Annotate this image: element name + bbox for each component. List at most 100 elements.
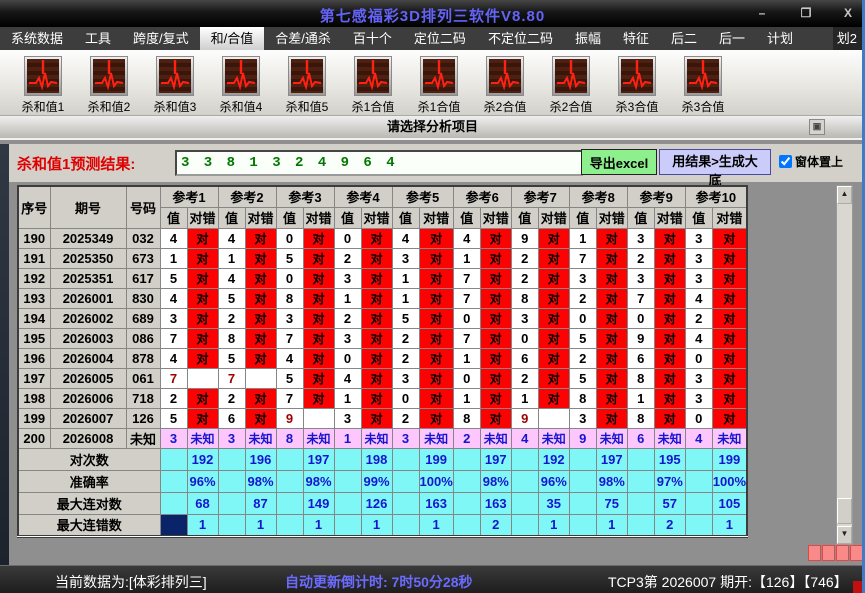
value-cell[interactable]: 0	[684, 407, 713, 429]
value-cell[interactable]: 1	[333, 387, 362, 409]
summary-spacer-cell[interactable]	[510, 447, 539, 471]
summary-spacer-cell[interactable]	[391, 491, 420, 515]
seq-cell[interactable]: 191	[17, 247, 51, 269]
toolbar-button-2[interactable]: 杀和值2	[76, 56, 142, 115]
value-cell[interactable]: 6	[626, 427, 655, 449]
toolbar-button-3[interactable]: 杀和值3	[142, 56, 208, 115]
value-cell[interactable]: 0	[568, 307, 597, 329]
menu-item-6[interactable]: 百十个	[352, 31, 392, 46]
toolbar-button-9[interactable]: 杀2合值	[538, 56, 604, 115]
toolbar-button-6[interactable]: 杀1合值	[340, 56, 406, 115]
summary-spacer-cell[interactable]	[275, 447, 304, 471]
mark-cell[interactable]: 对	[244, 307, 277, 329]
issue-cell[interactable]: 2026008	[49, 427, 127, 449]
value-cell[interactable]: 5	[391, 307, 420, 329]
summary-spacer-cell[interactable]	[333, 469, 362, 493]
value-cell[interactable]: 7	[275, 327, 304, 349]
value-cell[interactable]: 0	[333, 227, 362, 249]
number-cell[interactable]: 718	[125, 387, 161, 409]
mark-cell[interactable]: 对	[418, 247, 454, 269]
value-cell[interactable]: 6	[626, 347, 655, 369]
value-cell[interactable]: 1	[452, 347, 481, 369]
value-cell[interactable]: 4	[684, 427, 713, 449]
mark-cell[interactable]: 未知	[653, 427, 686, 449]
value-cell[interactable]: 2	[391, 407, 420, 429]
value-cell[interactable]: 6	[510, 347, 539, 369]
value-cell[interactable]: 3	[684, 367, 713, 389]
value-cell[interactable]: 3	[568, 267, 597, 289]
seq-cell[interactable]: 198	[17, 387, 51, 409]
toolbar-button-8[interactable]: 杀2合值	[472, 56, 538, 115]
mark-cell[interactable]: 对	[653, 407, 686, 429]
value-cell[interactable]: 7	[275, 387, 304, 409]
mark-cell[interactable]: 对	[711, 267, 748, 289]
mark-cell[interactable]: 对	[595, 247, 628, 269]
value-cell[interactable]: 5	[159, 407, 188, 429]
value-cell[interactable]: 8	[510, 287, 539, 309]
value-cell[interactable]: 3	[333, 407, 362, 429]
mark-cell[interactable]: 对	[595, 267, 628, 289]
summary-value-cell[interactable]: 105	[711, 491, 748, 515]
value-cell[interactable]: 2	[391, 347, 420, 369]
value-cell[interactable]: 5	[568, 367, 597, 389]
summary-spacer-cell[interactable]	[217, 513, 246, 537]
mark-cell[interactable]: 对	[360, 247, 393, 269]
mark-cell[interactable]: 对	[302, 347, 335, 369]
value-cell[interactable]: 0	[275, 267, 304, 289]
mark-cell[interactable]: 对	[653, 367, 686, 389]
mark-cell[interactable]: 对	[244, 227, 277, 249]
mark-cell[interactable]: 对	[186, 227, 219, 249]
value-cell[interactable]: 4	[159, 227, 188, 249]
mark-cell[interactable]: 对	[653, 307, 686, 329]
summary-value-cell[interactable]: 1	[537, 513, 570, 537]
summary-value-cell[interactable]: 1	[360, 513, 393, 537]
value-cell[interactable]: 2	[568, 347, 597, 369]
mark-cell[interactable]: 未知	[360, 427, 393, 449]
summary-value-cell[interactable]: 1	[418, 513, 454, 537]
summary-value-cell[interactable]: 87	[244, 491, 277, 515]
generate-base-button[interactable]: 用结果>生成大底	[659, 149, 771, 188]
value-cell[interactable]: 7	[452, 267, 481, 289]
value-cell[interactable]: 7	[626, 287, 655, 309]
mark-cell[interactable]: 对	[711, 227, 748, 249]
summary-value-cell[interactable]: 98%	[302, 469, 335, 493]
value-cell[interactable]: 8	[217, 327, 246, 349]
value-cell[interactable]: 2	[333, 247, 362, 269]
value-cell[interactable]: 9	[568, 427, 597, 449]
seq-cell[interactable]: 195	[17, 327, 51, 349]
mark-cell[interactable]: 对	[595, 327, 628, 349]
value-cell[interactable]: 4	[391, 227, 420, 249]
summary-spacer-cell[interactable]	[510, 469, 539, 493]
seq-cell[interactable]: 199	[17, 407, 51, 429]
mark-cell[interactable]: 对	[186, 247, 219, 269]
summary-value-cell[interactable]: 98%	[479, 469, 512, 493]
summary-value-cell[interactable]: 75	[595, 491, 628, 515]
value-cell[interactable]: 9	[510, 407, 539, 429]
menu-item-10[interactable]: 特征	[622, 31, 649, 46]
issue-cell[interactable]: 2026006	[49, 387, 127, 409]
summary-value-cell[interactable]: 195	[653, 447, 686, 471]
value-cell[interactable]: 1	[333, 287, 362, 309]
summary-value-cell[interactable]: 35	[537, 491, 570, 515]
number-cell[interactable]: 878	[125, 347, 161, 369]
issue-cell[interactable]: 2026002	[49, 307, 127, 329]
summary-spacer-cell[interactable]	[159, 447, 188, 471]
menu-item-7[interactable]: 定位二码	[413, 31, 466, 46]
value-cell[interactable]: 3	[626, 267, 655, 289]
value-cell[interactable]: 2	[452, 427, 481, 449]
number-cell[interactable]: 未知	[125, 427, 161, 449]
mark-cell[interactable]: 未知	[595, 427, 628, 449]
value-cell[interactable]: 0	[333, 347, 362, 369]
value-cell[interactable]: 0	[452, 367, 481, 389]
value-cell[interactable]: 4	[684, 287, 713, 309]
value-cell[interactable]: 3	[626, 227, 655, 249]
summary-spacer-cell[interactable]	[568, 447, 597, 471]
summary-value-cell[interactable]: 197	[302, 447, 335, 471]
value-cell[interactable]: 5	[217, 287, 246, 309]
summary-value-cell[interactable]: 1	[244, 513, 277, 537]
number-cell[interactable]: 617	[125, 267, 161, 289]
value-cell[interactable]: 3	[159, 307, 188, 329]
summary-spacer-cell[interactable]	[217, 491, 246, 515]
value-cell[interactable]: 0	[275, 227, 304, 249]
issue-cell[interactable]: 2025349	[49, 227, 127, 249]
